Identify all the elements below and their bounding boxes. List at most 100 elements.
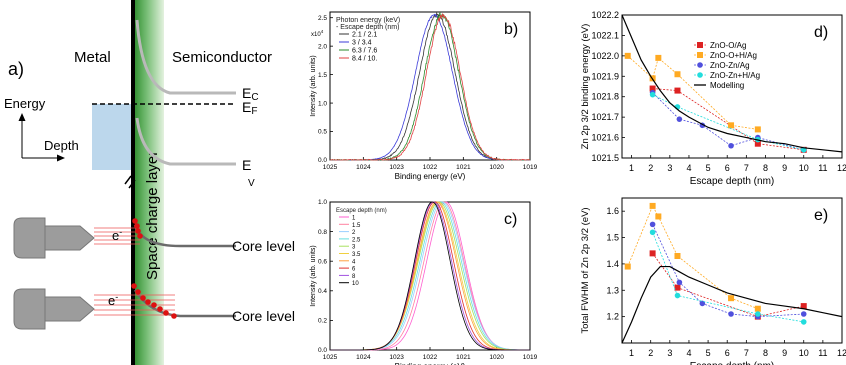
panel-label: d) [814,24,828,41]
x-tick-label: 1 [629,163,634,173]
conduction-band [135,19,236,95]
ef-label: EF [242,99,257,117]
data-point [674,284,681,291]
legend-entry: 1 [352,216,356,222]
x-tick-label: 8 [763,348,768,358]
x-tick-label: 3 [667,163,672,173]
series-dashed-line [652,253,804,318]
data-point [755,311,761,317]
x-tick-label: 11 [818,348,827,358]
panel-label: b) [504,21,518,38]
x-tick-label: 1019 [523,354,538,361]
x-tick-label: 1021 [456,354,471,361]
y-tick-label: 1.2 [606,312,619,322]
data-point [649,221,656,228]
x-tick-label: 1023 [389,354,404,361]
series-dashed-line [652,224,804,318]
y-tick-label: 0.5 [318,129,327,136]
x-tick-label: 4 [686,163,691,173]
y-tick-label: 0.2 [318,318,327,325]
legend-entry: 10 [352,281,359,287]
electron-dots-1 [132,218,143,239]
data-point [676,279,683,286]
y-tick-label: 1022.1 [591,30,619,40]
x-tick-label: 4 [686,348,691,358]
y-tick-label: 1021.5 [591,153,619,163]
legend-entry: 6 [352,267,356,273]
legend-title: Photon energy (keV) [336,17,400,24]
ev-label: E [242,157,251,173]
y-tick-label: 1022.0 [591,51,619,61]
data-point [674,71,681,78]
data-point [655,213,662,220]
valence-band [135,117,236,166]
legend-entry: ZnO-Zn+H/Ag [710,71,760,80]
y-tick-label: 2.5 [318,15,327,22]
x-tick-label: 12 [837,163,846,173]
data-point [649,91,656,98]
x-tick-label: 1025 [323,354,338,361]
modelling-curve [621,265,843,344]
data-point [728,122,735,129]
axis-break-mark [124,175,136,189]
y-tick-label: 0.0 [318,347,327,354]
y-tick-label: 0.6 [318,258,327,265]
x-tick-label: 9 [782,348,787,358]
chart-c-escape-depth-spectra: 1025 1024 1023 1022 1021 1020 10190.00.20.40.6… [310,199,538,365]
x-tick-label: 7 [744,348,749,358]
data-point [674,292,681,299]
analyzer-2-icon [13,288,95,330]
y-axis-label: Zn 2p 3/2 binding energy (eV) [580,24,591,150]
panel-label: e) [814,207,828,224]
legend-entry: Modelling [710,81,744,90]
plot-frame [621,197,843,344]
y-tick-label: 1.0 [318,199,327,206]
y-multiplier-exponent: 4 [321,29,324,34]
x-tick-label: 1 [629,348,634,358]
legend-entry: 3.5 [352,252,361,258]
x-axis-label: Escape depth (nm) [690,176,775,187]
x-axis-label: Binding energy (eV) [395,172,466,181]
y-tick-label: 1021.8 [591,92,619,102]
y-tick-label: 1.4 [606,259,619,269]
data-point [728,295,735,302]
data-point [754,305,761,312]
electron-dots-2 [131,283,177,319]
y-axis-label: Intensity (arb. units) [310,55,317,116]
depth-region [92,104,134,170]
data-point [728,142,734,149]
legend-entry: ZnO-O+H/Ag [710,51,757,60]
y-tick-label: 1021.7 [591,112,619,122]
y-tick-label: 0.0 [318,157,327,164]
x-tick-label: 2 [648,163,653,173]
x-tick-label: 1024 [356,354,371,361]
y-multiplier-base: x10 [311,32,321,38]
data-point [800,319,807,325]
data-point [649,85,656,92]
modelling-curve [621,14,843,153]
legend-entry: 1.5 [352,223,361,229]
y-tick-label: 1021.6 [591,133,619,143]
x-tick-label: 1022 [423,354,438,361]
series-dashed-line [652,94,804,151]
y-tick-label: 0.8 [318,229,327,236]
electron-label-1: e- [112,227,122,243]
x-tick-label: 5 [706,163,711,173]
y-multiplier: x104 [311,29,324,38]
x-tick-label: 1020 [489,354,504,361]
legend-title: - Escape depth (nm) [336,24,399,31]
x-tick-label: 11 [818,163,827,173]
x-tick-label: 10 [799,348,809,358]
y-axis-label: Intensity (arb. units) [310,245,317,306]
x-tick-label: 1019 [523,164,538,171]
y-tick-label: 2.0 [318,43,327,50]
legend-entry: ZnO-O/Ag [710,41,746,50]
data-point [754,126,761,133]
energy-depth-axes [18,113,65,162]
series-dashed-line [627,204,758,310]
data-point [674,253,681,259]
chart-b-photon-energy-spectra: 1025 1024 1023 1022 1021 1020 1019 0.0 0.5 1.0 1.5… [310,11,538,181]
data-point [624,263,631,270]
data-point [728,311,734,317]
x-tick-label: 2 [648,348,653,358]
